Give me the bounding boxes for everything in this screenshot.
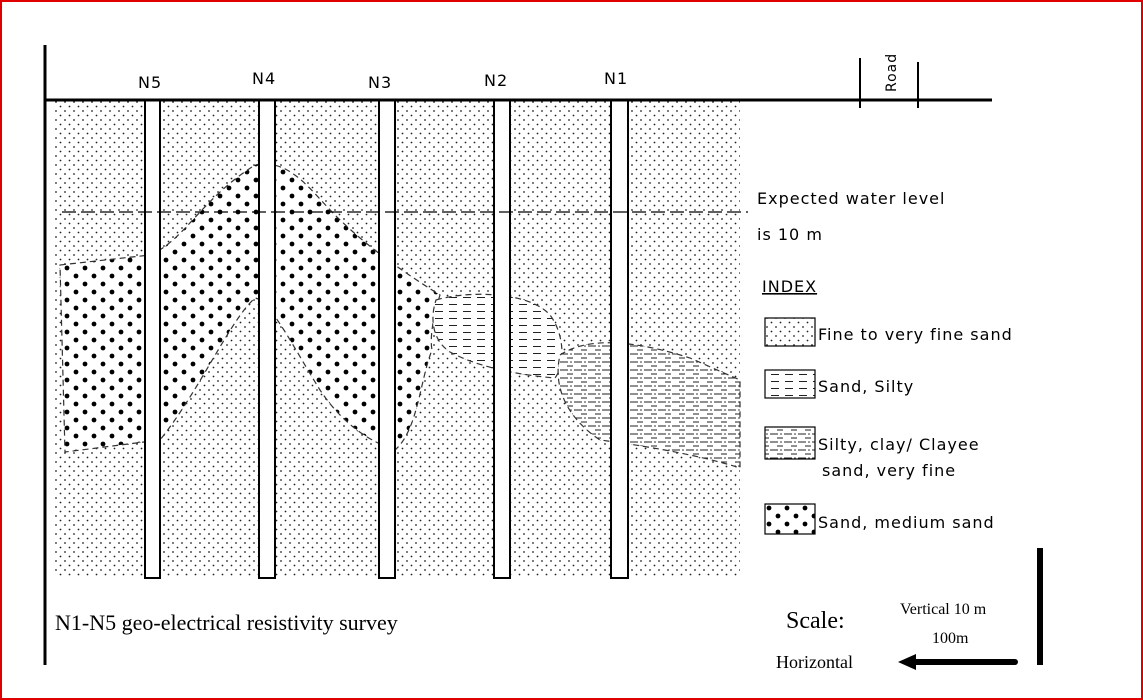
axes bbox=[43, 45, 992, 665]
borehole-label: N3 bbox=[368, 73, 392, 92]
index-title: INDEX bbox=[762, 277, 817, 296]
scale-vertical: Vertical 10 m bbox=[900, 601, 987, 618]
borehole-label: N4 bbox=[252, 69, 276, 88]
index-item: Sand, Silty bbox=[818, 377, 914, 396]
borehole-label: N1 bbox=[604, 69, 628, 88]
section bbox=[55, 99, 748, 579]
index-item: sand, very fine bbox=[822, 461, 956, 480]
water-level: Expected water level bbox=[757, 189, 945, 208]
caption: N1-N5 geo-electrical resistivity survey bbox=[55, 610, 398, 635]
borehole-label: N5 bbox=[138, 73, 162, 92]
index-item: Fine to very fine sand bbox=[818, 325, 1013, 344]
index-item: Sand, medium sand bbox=[818, 513, 995, 532]
water-level: is 10 m bbox=[757, 225, 823, 244]
borehole-label: N2 bbox=[484, 71, 508, 90]
index-swatches bbox=[764, 317, 816, 535]
scale-label: Scale: bbox=[786, 608, 845, 634]
scale-horizontal: Horizontal bbox=[776, 652, 853, 672]
road-label: Road bbox=[884, 53, 900, 92]
scale-arrow bbox=[898, 654, 916, 670]
scale-horizontal-value: 100m bbox=[932, 630, 969, 647]
index-item: Silty, clay/ Clayee bbox=[818, 435, 980, 454]
